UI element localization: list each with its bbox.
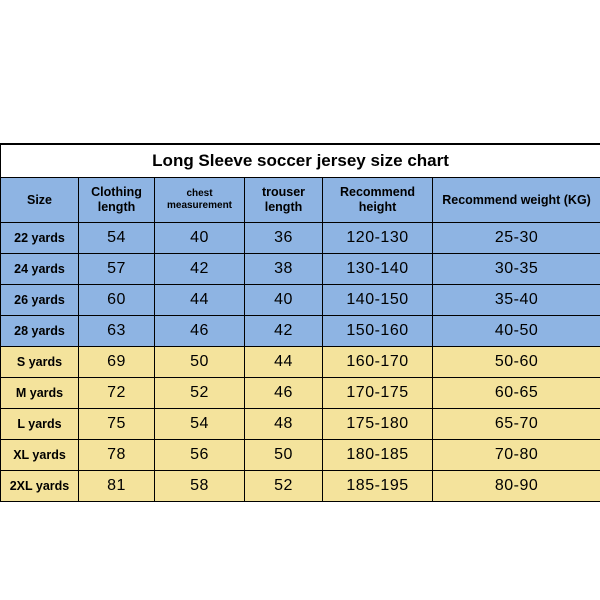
size-chart-container: Long Sleeve soccer jersey size chart Siz… [0, 143, 600, 502]
table-row: 24 yards574238130-14030-35 [1, 254, 600, 285]
value-cell: 58 [155, 471, 245, 502]
value-cell: 60-65 [433, 378, 600, 409]
value-cell: 40-50 [433, 316, 600, 347]
value-cell: 35-40 [433, 285, 600, 316]
value-cell: 185-195 [323, 471, 433, 502]
value-cell: 44 [245, 347, 323, 378]
value-cell: 50-60 [433, 347, 600, 378]
table-row: XL yards785650180-18570-80 [1, 440, 600, 471]
value-cell: 75 [79, 409, 155, 440]
value-cell: 120-130 [323, 223, 433, 254]
value-cell: 56 [155, 440, 245, 471]
table-row: 2XL yards815852185-19580-90 [1, 471, 600, 502]
value-cell: 52 [155, 378, 245, 409]
value-cell: 40 [155, 223, 245, 254]
col-trouser-length: trouser length [245, 178, 323, 223]
value-cell: 57 [79, 254, 155, 285]
value-cell: 30-35 [433, 254, 600, 285]
chart-title: Long Sleeve soccer jersey size chart [1, 145, 600, 178]
value-cell: 52 [245, 471, 323, 502]
table-row: 26 yards604440140-15035-40 [1, 285, 600, 316]
size-cell: 2XL yards [1, 471, 79, 502]
table-row: L yards755448175-18065-70 [1, 409, 600, 440]
value-cell: 72 [79, 378, 155, 409]
value-cell: 46 [245, 378, 323, 409]
canvas: Long Sleeve soccer jersey size chart Siz… [0, 0, 600, 600]
col-recommend-weight: Recommend weight (KG) [433, 178, 600, 223]
value-cell: 50 [245, 440, 323, 471]
value-cell: 42 [245, 316, 323, 347]
table-row: S yards695044160-17050-60 [1, 347, 600, 378]
value-cell: 81 [79, 471, 155, 502]
table-row: 28 yards634642150-16040-50 [1, 316, 600, 347]
value-cell: 54 [155, 409, 245, 440]
value-cell: 69 [79, 347, 155, 378]
value-cell: 180-185 [323, 440, 433, 471]
value-cell: 130-140 [323, 254, 433, 285]
size-cell: 28 yards [1, 316, 79, 347]
value-cell: 40 [245, 285, 323, 316]
value-cell: 60 [79, 285, 155, 316]
value-cell: 46 [155, 316, 245, 347]
col-recommend-height: Recommend height [323, 178, 433, 223]
value-cell: 170-175 [323, 378, 433, 409]
value-cell: 36 [245, 223, 323, 254]
col-size: Size [1, 178, 79, 223]
value-cell: 25-30 [433, 223, 600, 254]
header-row: Size Clothing length chest measurement t… [1, 178, 600, 223]
value-cell: 63 [79, 316, 155, 347]
size-cell: 26 yards [1, 285, 79, 316]
value-cell: 38 [245, 254, 323, 285]
value-cell: 70-80 [433, 440, 600, 471]
value-cell: 175-180 [323, 409, 433, 440]
value-cell: 42 [155, 254, 245, 285]
value-cell: 65-70 [433, 409, 600, 440]
table-row: M yards725246170-17560-65 [1, 378, 600, 409]
title-row: Long Sleeve soccer jersey size chart [1, 145, 600, 178]
col-clothing-length: Clothing length [79, 178, 155, 223]
value-cell: 54 [79, 223, 155, 254]
size-cell: M yards [1, 378, 79, 409]
value-cell: 48 [245, 409, 323, 440]
value-cell: 150-160 [323, 316, 433, 347]
value-cell: 44 [155, 285, 245, 316]
size-cell: 22 yards [1, 223, 79, 254]
value-cell: 50 [155, 347, 245, 378]
size-chart-table: Long Sleeve soccer jersey size chart Siz… [0, 144, 600, 502]
value-cell: 80-90 [433, 471, 600, 502]
size-cell: 24 yards [1, 254, 79, 285]
size-cell: L yards [1, 409, 79, 440]
value-cell: 78 [79, 440, 155, 471]
table-row: 22 yards544036120-13025-30 [1, 223, 600, 254]
value-cell: 160-170 [323, 347, 433, 378]
size-cell: S yards [1, 347, 79, 378]
col-chest-measurement: chest measurement [155, 178, 245, 223]
value-cell: 140-150 [323, 285, 433, 316]
size-cell: XL yards [1, 440, 79, 471]
